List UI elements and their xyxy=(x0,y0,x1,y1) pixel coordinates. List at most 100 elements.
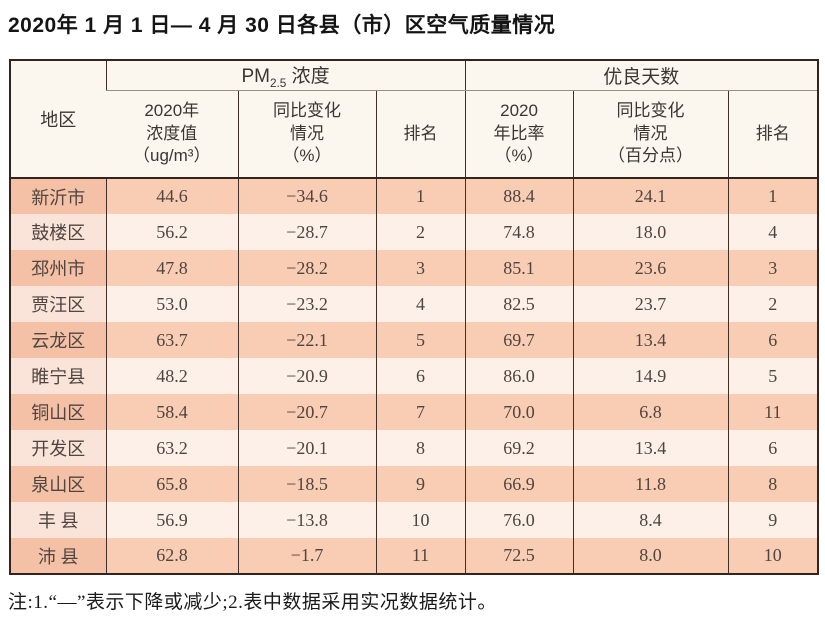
good-change-cell: 11.8 xyxy=(572,466,729,503)
pm25-label-suffix: 浓度 xyxy=(286,66,330,87)
good-change-cell: 6.8 xyxy=(572,394,729,431)
table-row: 开发区 63.2 −20.1 8 69.2 13.4 6 xyxy=(10,430,819,467)
good-change-header: 同比变化 情况 （百分点） xyxy=(572,90,729,180)
pm-value-cell: 56.2 xyxy=(105,214,238,251)
pm-change-cell: −34.6 xyxy=(237,178,376,215)
good-change-cell: 24.1 xyxy=(572,178,729,215)
pm-value-cell: 58.4 xyxy=(105,394,238,431)
good-rank-cell: 8 xyxy=(727,466,819,503)
pm-value-cell: 63.2 xyxy=(105,430,238,467)
good-ratio-cell: 70.0 xyxy=(464,394,574,431)
region-cell: 贾汪区 xyxy=(10,286,106,323)
pm-value-header: 2020年 浓度值 （ug/m³） xyxy=(106,90,238,180)
pm25-label: PM xyxy=(241,66,270,87)
pm25-subscript: 2.5 xyxy=(269,76,287,90)
pm-rank-cell: 7 xyxy=(375,394,466,431)
pm-change-cell: −28.7 xyxy=(237,214,376,251)
table-row: 云龙区 63.7 −22.1 5 69.7 13.4 6 xyxy=(10,322,819,359)
region-cell: 开发区 xyxy=(10,430,106,467)
good-rank-cell: 6 xyxy=(727,430,819,467)
good-rank-cell: 2 xyxy=(727,286,819,323)
pm-rank-cell: 8 xyxy=(375,430,466,467)
good-change-cell: 8.4 xyxy=(572,502,729,539)
pm-rank-cell: 11 xyxy=(375,538,466,575)
good-rank-cell: 11 xyxy=(727,394,819,431)
pm-change-cell: −18.5 xyxy=(237,466,376,503)
good-rank-header: 排名 xyxy=(727,90,819,180)
good-change-cell: 23.6 xyxy=(572,250,729,287)
pm-value-cell: 62.8 xyxy=(105,538,238,575)
region-cell: 新沂市 xyxy=(10,178,106,215)
pm-rank-cell: 3 xyxy=(375,250,466,287)
good-rank-cell: 1 xyxy=(727,178,819,215)
region-cell: 丰 县 xyxy=(10,502,106,539)
pm-change-cell: −13.8 xyxy=(237,502,376,539)
good-rank-cell: 10 xyxy=(727,538,819,575)
pm-rank-cell: 5 xyxy=(375,322,466,359)
region-cell: 鼓楼区 xyxy=(10,214,106,251)
good-ratio-cell: 66.9 xyxy=(464,466,574,503)
region-cell: 沛 县 xyxy=(10,538,106,575)
good-ratio-cell: 82.5 xyxy=(464,286,574,323)
good-days-group-header: 优良天数 xyxy=(464,60,819,91)
pm-rank-cell: 4 xyxy=(375,286,466,323)
table-row: 睢宁县 48.2 −20.9 6 86.0 14.9 5 xyxy=(10,358,819,395)
good-change-cell: 23.7 xyxy=(572,286,729,323)
good-rank-cell: 3 xyxy=(727,250,819,287)
pm-value-cell: 63.7 xyxy=(105,322,238,359)
pm-value-cell: 44.6 xyxy=(105,178,238,215)
pm-change-cell: −1.7 xyxy=(237,538,376,575)
region-cell: 云龙区 xyxy=(10,322,106,359)
good-change-cell: 8.0 xyxy=(572,538,729,575)
pm-change-cell: −28.2 xyxy=(237,250,376,287)
good-change-cell: 18.0 xyxy=(572,214,729,251)
pm-value-cell: 53.0 xyxy=(105,286,238,323)
good-ratio-cell: 76.0 xyxy=(464,502,574,539)
pm-value-cell: 48.2 xyxy=(105,358,238,395)
pm-rank-cell: 1 xyxy=(375,178,466,215)
table-row: 贾汪区 53.0 −23.2 4 82.5 23.7 2 xyxy=(10,286,819,323)
good-ratio-cell: 88.4 xyxy=(464,178,574,215)
table-row: 邳州市 47.8 −28.2 3 85.1 23.6 3 xyxy=(10,250,819,287)
table-row: 泉山区 65.8 −18.5 9 66.9 11.8 8 xyxy=(10,466,819,503)
good-change-cell: 14.9 xyxy=(572,358,729,395)
good-ratio-cell: 85.1 xyxy=(464,250,574,287)
pm-change-cell: −20.7 xyxy=(237,394,376,431)
table-row: 沛 县 62.8 −1.7 11 72.5 8.0 10 xyxy=(10,538,819,575)
pm-change-header: 同比变化 情况 （%） xyxy=(237,90,376,180)
table-row: 鼓楼区 56.2 −28.7 2 74.8 18.0 4 xyxy=(10,214,819,251)
footnote: 注:1.“—”表示下降或减少;2.表中数据采用实况数据统计。 xyxy=(8,592,497,613)
pm-rank-header: 排名 xyxy=(375,90,466,180)
pm25-group-header: PM2.5 浓度 xyxy=(105,60,466,91)
table-row: 丰 县 56.9 −13.8 10 76.0 8.4 9 xyxy=(10,502,819,539)
table-row: 铜山区 58.4 −20.7 7 70.0 6.8 11 xyxy=(10,394,819,431)
good-rank-cell: 4 xyxy=(727,214,819,251)
pm-change-cell: −22.1 xyxy=(237,322,376,359)
good-change-cell: 13.4 xyxy=(572,322,729,359)
pm-value-cell: 65.8 xyxy=(105,466,238,503)
region-cell: 睢宁县 xyxy=(10,358,106,395)
table-row: 新沂市 44.6 −34.6 1 88.4 24.1 1 xyxy=(10,178,819,215)
good-ratio-cell: 86.0 xyxy=(464,358,574,395)
good-ratio-cell: 72.5 xyxy=(464,538,574,575)
good-rank-cell: 5 xyxy=(727,358,819,395)
good-change-cell: 13.4 xyxy=(572,430,729,467)
page-title: 2020年 1 月 1 日— 4 月 30 日各县（市）区空气质量情况 xyxy=(8,14,556,37)
region-cell: 邳州市 xyxy=(10,250,106,287)
region-column-header: 地区 xyxy=(10,60,106,180)
pm-rank-cell: 10 xyxy=(375,502,466,539)
pm-rank-cell: 2 xyxy=(375,214,466,251)
good-rank-cell: 6 xyxy=(727,322,819,359)
region-cell: 泉山区 xyxy=(10,466,106,503)
pm-value-cell: 56.9 xyxy=(105,502,238,539)
pm-rank-cell: 9 xyxy=(375,466,466,503)
good-rank-cell: 9 xyxy=(727,502,819,539)
good-ratio-cell: 69.7 xyxy=(464,322,574,359)
good-ratio-header: 2020 年比率 （%） xyxy=(464,90,574,180)
pm-value-cell: 47.8 xyxy=(105,250,238,287)
pm-change-cell: −20.1 xyxy=(237,430,376,467)
pm-rank-cell: 6 xyxy=(375,358,466,395)
air-quality-table: 地区 PM2.5 浓度 优良天数 2020年 浓度值 （ug/m³） 同比变化 … xyxy=(9,59,820,576)
pm-change-cell: −23.2 xyxy=(237,286,376,323)
pm-change-cell: −20.9 xyxy=(237,358,376,395)
